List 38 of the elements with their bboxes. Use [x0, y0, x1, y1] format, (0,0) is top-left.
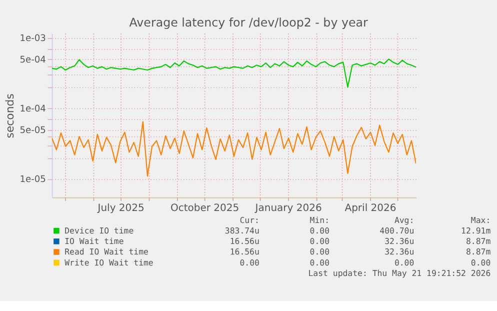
text: Avg:	[394, 214, 414, 225]
text: 0.00	[310, 257, 330, 268]
text: 12.91m	[461, 225, 491, 236]
text: 32.36u	[384, 236, 414, 246]
line-series	[52, 58, 416, 88]
text: Cur:	[240, 214, 260, 225]
text: 8.87m	[466, 236, 491, 246]
text: Max:	[470, 214, 491, 225]
text: 16.56u	[230, 236, 260, 246]
text: 0.00	[310, 225, 330, 236]
y-tick-label: 1e-04	[20, 104, 46, 115]
text: Min:	[310, 214, 330, 225]
x-tick-label: January 2026	[254, 203, 322, 214]
chart-title: Average latency for /dev/loop2 - by year	[129, 16, 368, 30]
y-tick-label: 5e-04	[20, 55, 46, 66]
line-series	[52, 121, 416, 177]
legend-label: Write IO Wait time	[64, 257, 154, 268]
text: 400.70u	[380, 225, 414, 236]
text: 0.00	[310, 246, 330, 257]
text: 8.87m	[466, 246, 491, 257]
legend-label: IO Wait time	[64, 236, 124, 246]
text: 0.00	[470, 257, 491, 268]
text: 0.00	[394, 257, 414, 268]
y-tick-label: 5e-05	[20, 126, 46, 136]
text: Last update: Thu May 21 19:21:52 2026	[308, 268, 491, 278]
text: 383.74u	[224, 225, 260, 236]
y-tick-label: 1e-03	[20, 34, 46, 44]
text: 32.36u	[384, 246, 414, 257]
x-tick-label: October 2025	[170, 203, 240, 214]
legend-label: Read IO Wait time	[64, 246, 148, 257]
x-tick-label: July 2025	[96, 203, 144, 214]
y-axis-title: seconds	[3, 93, 16, 138]
text: 0.00	[240, 257, 260, 268]
x-tick-label: April 2026	[344, 203, 396, 214]
text: 16.56u	[230, 246, 260, 257]
legend-label: Device IO time	[64, 225, 134, 236]
y-tick-label: 1e-05	[20, 175, 46, 186]
text: 0.00	[310, 236, 330, 246]
